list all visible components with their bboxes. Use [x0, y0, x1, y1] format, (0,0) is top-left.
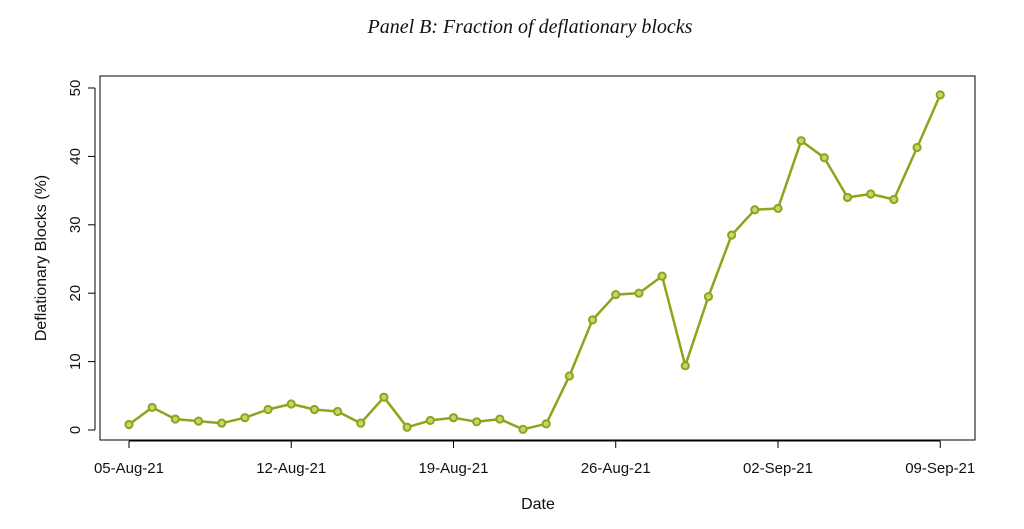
plot-frame [99, 75, 976, 441]
data-point [912, 142, 922, 153]
data-point [286, 399, 296, 409]
data-point [541, 419, 551, 429]
data-point [495, 414, 505, 424]
data-point [796, 136, 806, 146]
x-axis-title: Date [521, 496, 555, 513]
series-points [124, 90, 945, 434]
data-point [680, 361, 690, 371]
data-point [147, 402, 157, 413]
y-tick-label: 0 [67, 426, 84, 434]
data-point [518, 424, 528, 434]
data-point [193, 416, 204, 426]
x-tick-label: 26-Aug-21 [581, 460, 651, 477]
y-tick-label: 40 [67, 148, 84, 165]
data-point [170, 414, 180, 424]
x-tick-label: 19-Aug-21 [418, 460, 488, 477]
y-tick-label: 30 [67, 216, 84, 233]
x-tick-label: 05-Aug-21 [94, 460, 164, 477]
data-point [356, 418, 366, 428]
y-tick-label: 10 [67, 353, 84, 370]
data-point [309, 404, 320, 415]
data-point [425, 415, 435, 426]
series-line [128, 94, 942, 431]
data-point [727, 230, 737, 240]
x-axis: 05-Aug-21 12-Aug-21 19-Aug-21 26-Aug-21 02-S… [94, 440, 975, 477]
data-point [889, 194, 899, 205]
x-tick-label: 02-Sep-21 [743, 460, 813, 477]
data-point [448, 413, 459, 423]
data-point [564, 371, 574, 381]
y-tick-label: 20 [67, 285, 84, 302]
data-point [240, 413, 250, 423]
data-point [611, 289, 621, 300]
data-point [587, 315, 598, 325]
data-point [402, 422, 412, 432]
data-point [217, 418, 227, 428]
y-axis: 0 10 20 30 40 50 [67, 80, 96, 434]
data-point [819, 153, 829, 163]
data-point [935, 90, 945, 100]
data-point [657, 271, 667, 281]
data-point [750, 205, 760, 215]
x-tick-label: 09-Sep-21 [905, 460, 975, 477]
data-point [842, 192, 853, 203]
chart-title: Panel B: Fraction of deflationary blocks [367, 16, 693, 38]
data-point [866, 189, 876, 199]
data-point [773, 203, 783, 213]
data-point [703, 292, 714, 302]
data-point [263, 404, 273, 415]
data-point [472, 417, 482, 427]
data-point [124, 419, 134, 430]
data-point [332, 406, 343, 417]
y-axis-title: Deflationary Blocks (%) [33, 175, 50, 341]
x-tick-label: 12-Aug-21 [256, 460, 326, 477]
data-point [379, 392, 389, 402]
data-point [634, 288, 644, 298]
y-tick-label: 50 [67, 80, 84, 97]
